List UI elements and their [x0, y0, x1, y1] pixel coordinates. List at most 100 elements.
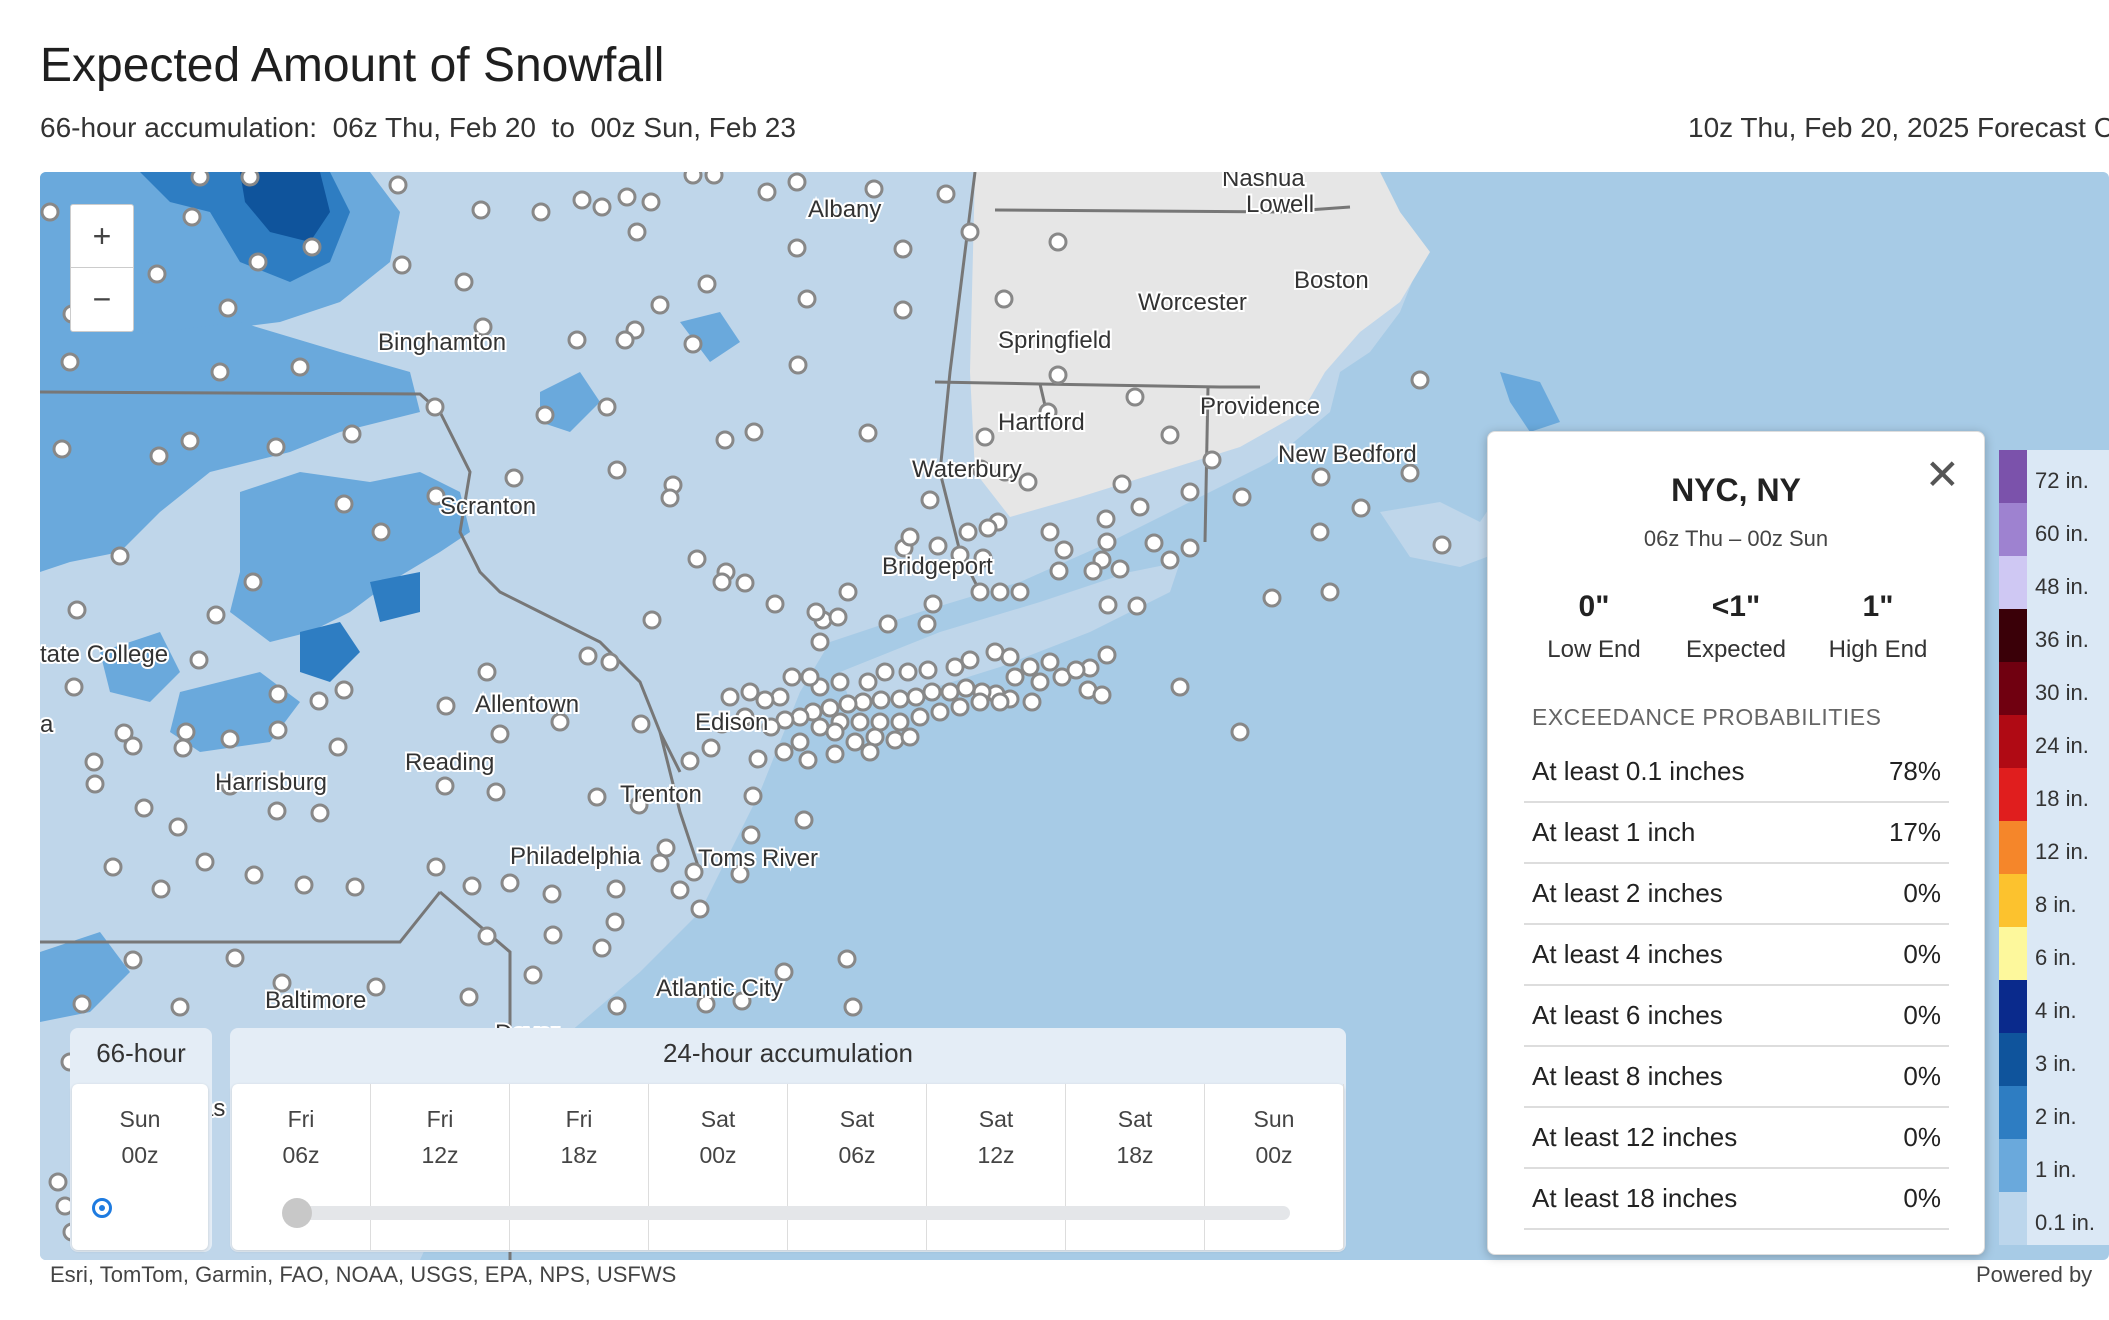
time-step-selector: Fri 06z Fri 12z Fri 18z Sat 00z Sat 06z Sat 12… [232, 1084, 1344, 1250]
legend-swatch [1999, 768, 2027, 821]
legend-label-bg [2027, 821, 2109, 874]
snow-band-ny [540, 372, 600, 432]
legend-label-bg [2027, 715, 2109, 768]
legend-item: 0.1 in. [1999, 1192, 2109, 1245]
city-label: Albany [808, 196, 881, 223]
legend-label-bg [2027, 1033, 2109, 1086]
legend-label: 12 in. [2035, 839, 2089, 864]
legend-label: 4 in. [2035, 998, 2077, 1023]
snow-band-pa5 [100, 632, 180, 702]
city-label: Binghamton [378, 329, 506, 356]
popup-period: 06z Thu – 00z Sun [1643, 526, 1829, 551]
legend-label-bg [2027, 450, 2109, 503]
legend-item: 48 in. [1999, 556, 2109, 609]
total-period-day: Sun [119, 1106, 161, 1132]
exceedance-label: At least 4 inches [1532, 939, 1723, 969]
time-step[interactable]: Sat 06z [788, 1084, 927, 1250]
time-step-day: Sat [1117, 1106, 1153, 1132]
map-attribution[interactable]: Esri, TomTom, Garmin, FAO, NOAA, USGS, E… [50, 1262, 677, 1287]
exceedance-table: At least 0.1 inches 78% At least 1 inch 17… [1524, 742, 1949, 1230]
legend-swatch [1999, 662, 2027, 715]
exceedance-label: At least 1 inch [1532, 817, 1696, 847]
legend-label: 36 in. [2035, 627, 2089, 652]
legend-label-bg [2027, 1192, 2109, 1245]
low-end-label: Low End [1547, 636, 1641, 663]
legend-label: 30 in. [2035, 680, 2089, 705]
time-step-day: Sat [700, 1106, 736, 1132]
legend-item: 30 in. [1999, 662, 2109, 715]
time-step[interactable]: Sun 00z [1205, 1084, 1344, 1250]
map-canvas[interactable]: Albany Nashua Lowell Boston Worcester Sp… [40, 172, 2109, 1260]
time-step[interactable]: Fri 06z [232, 1084, 371, 1250]
total-period-heading: 66-hour [96, 1038, 186, 1068]
exceedance-value: 0% [1903, 939, 1941, 969]
city-label: Toms River [698, 845, 818, 872]
exceedance-row: At least 12 inches 0% [1524, 1108, 1949, 1169]
city-label: Edison [695, 709, 768, 736]
time-slider-handle[interactable] [282, 1198, 312, 1228]
time-step[interactable]: Fri 12z [371, 1084, 510, 1250]
time-step[interactable]: Sat 18z [1066, 1084, 1205, 1250]
snow-band-pa [40, 322, 420, 572]
legend-label: 60 in. [2035, 521, 2089, 546]
snow-band-pa4 [370, 572, 420, 622]
legend-swatch [1999, 927, 2027, 980]
city-label: Philadelphia [510, 843, 641, 870]
city-label: Trenton [620, 781, 702, 808]
snow-band-ny2 [680, 312, 740, 362]
legend-label: 6 in. [2035, 945, 2077, 970]
time-step[interactable]: Sat 00z [649, 1084, 788, 1250]
city-label: Worcester [1138, 289, 1247, 316]
station-dots[interactable] [40, 172, 1452, 1242]
time-step-day: Sat [839, 1106, 875, 1132]
city-label: Providence [1200, 393, 1320, 420]
legend-label: 18 in. [2035, 786, 2089, 811]
legend-swatch [1999, 980, 2027, 1033]
total-period-option[interactable]: Sun 00z [72, 1084, 208, 1250]
city-label: Nashua [1222, 172, 1305, 192]
legend-item: 3 in. [1999, 1033, 2109, 1086]
low-end-value: 0" [1578, 590, 1610, 623]
time-step-day: Sat [978, 1106, 1014, 1132]
legend-swatch [1999, 1033, 2027, 1086]
forecast-cycle: 10z Thu, Feb 20, 2025 Forecast C [1688, 112, 2109, 143]
legend-swatch [1999, 874, 2027, 927]
zoom-out-button[interactable]: − [92, 280, 112, 317]
exceedance-row: At least 18 inches 0% [1524, 1169, 1949, 1230]
legend-label: 8 in. [2035, 892, 2077, 917]
city-label: Waterbury [912, 456, 1022, 483]
city-label: Baltimore [265, 987, 366, 1014]
exceedance-row: At least 8 inches 0% [1524, 1047, 1949, 1108]
legend-item: 60 in. [1999, 503, 2109, 556]
popup-location: NYC, NY [1671, 472, 1801, 508]
exceedance-value: 17% [1888, 817, 1941, 847]
page-title: Expected Amount of Snowfall [40, 39, 665, 92]
legend-label-bg [2027, 556, 2109, 609]
total-period-radio[interactable] [92, 1198, 112, 1218]
close-icon[interactable]: ✕ [1924, 451, 1960, 498]
time-step[interactable]: Fri 18z [510, 1084, 649, 1250]
legend-label: 72 in. [2035, 468, 2089, 493]
exceedance-row: At least 2 inches 0% [1524, 864, 1949, 925]
time-step-day: Fri [426, 1106, 454, 1132]
snowfall-legend: 72 in. 60 in. 48 in. 36 in. 30 in. 24 in. 18 i… [1999, 450, 2109, 1245]
city-label: Reading [405, 749, 494, 776]
zoom-in-button[interactable]: + [71, 205, 133, 268]
exceedance-row: At least 0.1 inches 78% [1524, 742, 1949, 803]
exceedance-label: At least 0.1 inches [1532, 756, 1745, 786]
time-step[interactable]: Sat 12z [927, 1084, 1066, 1250]
time-step-day: Fri [287, 1106, 315, 1132]
city-label: Hartford [998, 409, 1085, 436]
exceedance-row: At least 6 inches 0% [1524, 986, 1949, 1047]
city-label: Boston [1294, 267, 1369, 294]
time-slider-track[interactable] [284, 1206, 1290, 1220]
exceedance-value: 0% [1903, 1122, 1941, 1152]
legend-item: 72 in. [1999, 450, 2109, 503]
total-period-hour: 00z [121, 1142, 159, 1168]
island-east [1500, 372, 1560, 432]
exceedance-label: At least 18 inches [1532, 1183, 1738, 1213]
city-label: New Bedford [1278, 441, 1417, 468]
snow-band-md [40, 932, 130, 1022]
powered-by[interactable]: Powered by [1976, 1262, 2093, 1287]
legend-label: 3 in. [2035, 1051, 2077, 1076]
